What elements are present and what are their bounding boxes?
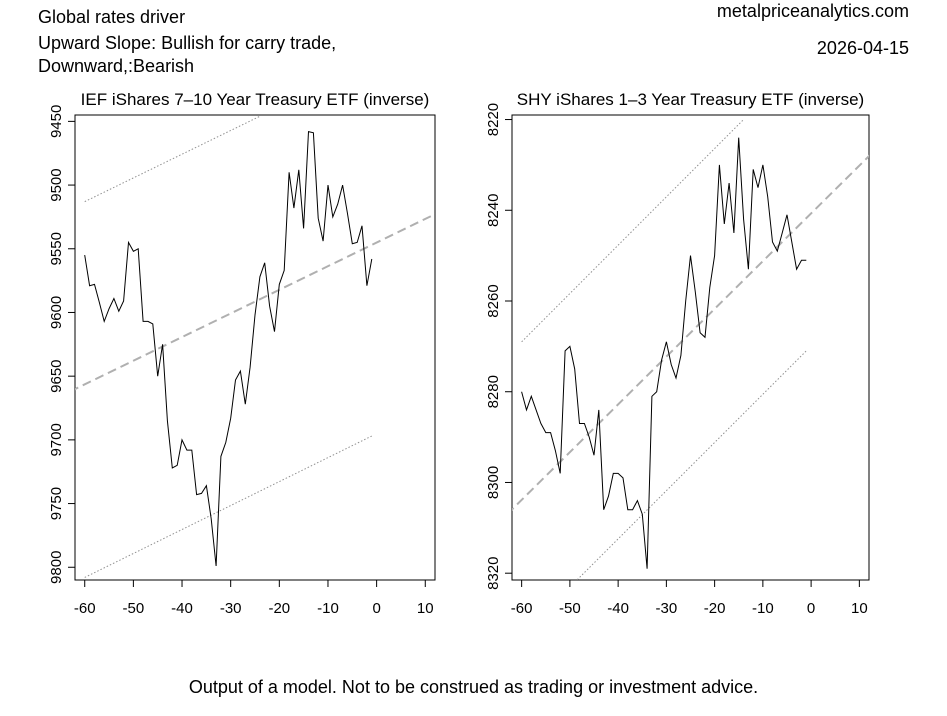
shy-y-tick-label: 8300 <box>485 466 502 499</box>
ief-y-tick-label: 9450 <box>48 105 65 138</box>
ief-y-tick-label: 9600 <box>48 296 65 329</box>
ief-trend-line <box>75 213 435 391</box>
shy-y-tick-label: 8280 <box>485 375 502 408</box>
ief-x-tick-label: 10 <box>417 600 434 617</box>
disclaimer: Output of a model. Not to be construed a… <box>188 677 759 697</box>
title-line-2: Upward Slope: Bullish for carry trade, <box>38 33 337 53</box>
shy-x-tick-label: -50 <box>559 600 581 617</box>
ief-y-tick-label: 9650 <box>48 359 65 392</box>
shy-band-line-1 <box>521 119 744 343</box>
shy-x-tick-label: -10 <box>752 600 774 617</box>
ief-x-tick-label: 0 <box>372 600 380 617</box>
shy-y-tick-label: 8220 <box>485 103 502 136</box>
ief-y-tick-label: 9500 <box>48 168 65 201</box>
ief-y-tick-label: 9550 <box>48 232 65 265</box>
shy-chart-title: SHY iShares 1–3 Year Treasury ETF (inver… <box>517 90 864 109</box>
ief-x-tick-label: -50 <box>123 600 145 617</box>
ief-chart-title: IEF iShares 7–10 Year Treasury ETF (inve… <box>81 90 430 109</box>
shy-plot-area <box>512 119 869 580</box>
ief-y-tick-label: 9750 <box>48 487 65 520</box>
ief-x-tick-label: -30 <box>220 600 242 617</box>
shy-trend-line <box>512 154 869 511</box>
shy-x-tick-label: -30 <box>656 600 678 617</box>
shy-x-tick-label: -60 <box>511 600 533 617</box>
shy-x-tick-label: -40 <box>607 600 629 617</box>
ief-plot-area <box>75 115 435 578</box>
shy-x-tick-label: 0 <box>807 600 815 617</box>
ief-price-line <box>84 130 373 567</box>
title-line-1: Global rates driver <box>38 7 186 27</box>
shy-plot-frame <box>511 114 870 581</box>
shy-band-line-2 <box>576 350 807 580</box>
shy-y-tick-label: 8240 <box>485 194 502 227</box>
ief-x-tick-label: -20 <box>268 600 290 617</box>
ief-x-tick-label: -40 <box>171 600 193 617</box>
shy-x-tick-label: 10 <box>851 600 868 617</box>
ief-y-tick-label: 9800 <box>48 551 65 584</box>
ief-band-line-2 <box>84 435 372 578</box>
shy-y-tick-label: 8260 <box>485 284 502 317</box>
ief-x-tick-label: -10 <box>317 600 339 617</box>
shy-y-tick-label: 8320 <box>485 557 502 590</box>
ief-band-line-1 <box>84 115 261 203</box>
ief-x-tick-label: -60 <box>74 600 96 617</box>
ief-y-tick-label: 9700 <box>48 423 65 456</box>
report-date: 2026-04-15 <box>816 38 909 58</box>
title-line-3: Downward,:Bearish <box>38 56 195 76</box>
ief-plot-frame <box>74 114 436 581</box>
shy-price-line <box>521 137 807 569</box>
shy-x-tick-label: -20 <box>704 600 726 617</box>
site-name: metalpriceanalytics.com <box>716 1 909 21</box>
